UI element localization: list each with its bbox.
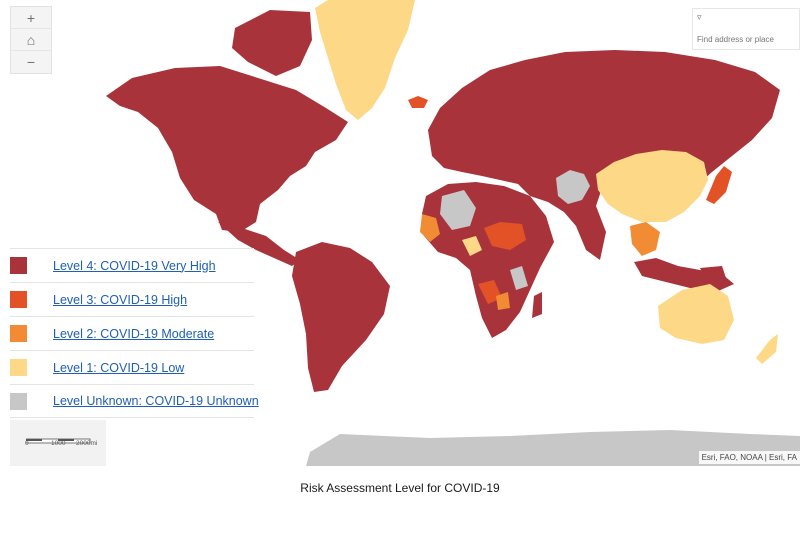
legend-item-level-1[interactable]: Level 1: COVID-19 Low [10, 350, 254, 384]
region-congo[interactable] [478, 280, 502, 304]
scale-tick-label: 1000 [51, 440, 66, 447]
zoom-in-button[interactable]: + [11, 7, 51, 29]
scale-tick-label: 2000mi [76, 440, 98, 447]
zoom-widget: + ⌂ − [10, 6, 52, 74]
region-papua[interactable] [700, 266, 726, 280]
legend: Level 4: COVID-19 Very High Level 3: COV… [10, 248, 259, 418]
region-north-america[interactable] [106, 66, 348, 232]
region-east-africa-unknown[interactable] [510, 266, 528, 290]
legend-item-level-2[interactable]: Level 2: COVID-19 Moderate [10, 316, 254, 350]
home-button[interactable]: ⌂ [11, 29, 51, 51]
region-central-africa-low[interactable] [462, 236, 482, 256]
region-eurasia[interactable] [428, 50, 780, 260]
region-sahel[interactable] [484, 222, 526, 250]
region-greenland[interactable] [315, 0, 415, 120]
region-new-zealand[interactable] [756, 334, 778, 364]
region-japan[interactable] [706, 166, 732, 204]
world-map[interactable] [10, 0, 800, 466]
region-madagascar[interactable] [532, 292, 542, 318]
region-west-africa[interactable] [420, 214, 440, 242]
region-south-america[interactable] [292, 242, 390, 392]
search-source-dropdown[interactable]: ▿ [697, 12, 702, 23]
region-arctic-islands[interactable] [232, 10, 312, 76]
legend-label[interactable]: Level 4: COVID-19 Very High [53, 258, 216, 273]
search-widget: ▿ [692, 8, 800, 50]
search-input[interactable] [697, 35, 797, 44]
legend-swatch-very-high [10, 257, 27, 274]
legend-item-level-3[interactable]: Level 3: COVID-19 High [10, 282, 254, 316]
region-central-america[interactable] [218, 222, 300, 266]
home-icon: ⌂ [26, 31, 36, 48]
legend-label[interactable]: Level 1: COVID-19 Low [53, 360, 185, 375]
legend-item-level-unknown[interactable]: Level Unknown: COVID-19 Unknown [10, 384, 259, 418]
legend-label[interactable]: Level Unknown: COVID-19 Unknown [53, 394, 259, 408]
legend-swatch-low [10, 359, 27, 376]
legend-swatch-moderate [10, 325, 27, 342]
region-unknown-asia[interactable] [556, 170, 590, 204]
legend-swatch-high [10, 291, 27, 308]
attribution-text[interactable]: Esri, FAO, NOAA | Esri, FA [698, 451, 800, 464]
region-antarctica[interactable] [306, 430, 800, 466]
region-australia[interactable] [658, 284, 734, 344]
region-indonesia[interactable] [634, 258, 734, 292]
legend-item-level-4[interactable]: Level 4: COVID-19 Very High [10, 248, 254, 282]
scale-bar-ruler [26, 438, 91, 444]
plus-icon: + [26, 9, 36, 26]
chevron-down-icon: ▿ [697, 12, 702, 22]
zoom-out-button[interactable]: − [11, 51, 51, 73]
region-se-asia[interactable] [630, 222, 660, 256]
region-unknown-africa[interactable] [440, 190, 476, 230]
legend-label[interactable]: Level 3: COVID-19 High [53, 292, 188, 307]
scale-bar: 0 1000 2000mi [10, 420, 106, 466]
region-iceland[interactable] [408, 96, 428, 108]
legend-swatch-unknown [10, 392, 27, 410]
minus-icon: − [26, 54, 36, 70]
map-caption: Risk Assessment Level for COVID-19 [300, 481, 500, 495]
legend-label[interactable]: Level 2: COVID-19 Moderate [53, 326, 215, 341]
scale-tick-label: 0 [25, 440, 29, 447]
region-china[interactable] [596, 150, 708, 222]
region-southern-africa[interactable] [496, 292, 510, 310]
